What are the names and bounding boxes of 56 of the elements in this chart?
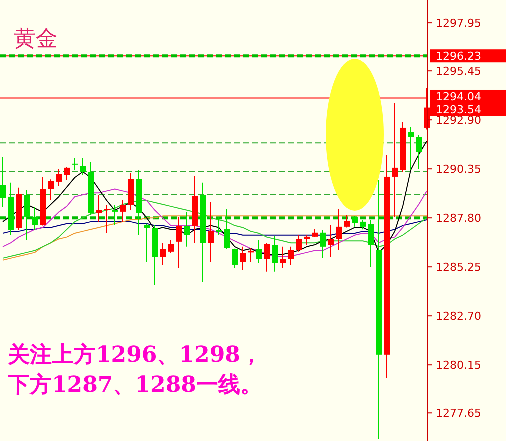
candlestick bbox=[272, 235, 278, 272]
candlestick bbox=[336, 208, 342, 250]
candlestick bbox=[184, 211, 190, 248]
y-tick-label: 1287.80 bbox=[436, 212, 482, 225]
candlestick bbox=[32, 206, 38, 231]
candlestick bbox=[168, 240, 174, 254]
candlestick bbox=[56, 168, 62, 187]
candlestick bbox=[320, 230, 326, 259]
annotation: 下方1287、1288一线。 bbox=[7, 372, 262, 398]
candlestick bbox=[328, 224, 334, 258]
y-tick-label: 1280.15 bbox=[436, 358, 482, 372]
candlestick bbox=[120, 200, 126, 222]
candlestick bbox=[352, 216, 358, 228]
candlestick bbox=[224, 208, 230, 250]
candlestick bbox=[208, 201, 214, 263]
candlestick bbox=[104, 204, 110, 234]
candlestick bbox=[176, 216, 182, 269]
candlestick bbox=[240, 246, 246, 270]
candlestick bbox=[256, 240, 262, 264]
text: 1293.54 bbox=[436, 103, 482, 116]
candlestick bbox=[112, 204, 118, 226]
text: 黄金 bbox=[14, 27, 58, 52]
y-tick-label: 1290.35 bbox=[436, 162, 482, 176]
ref-line-label: 1296.23 bbox=[436, 50, 482, 63]
candlestick bbox=[144, 223, 150, 263]
candlestick bbox=[216, 216, 222, 236]
candlestick bbox=[304, 234, 310, 246]
candlestick bbox=[72, 157, 78, 171]
y-tick-label: 1292.90 bbox=[436, 114, 482, 127]
candlestick bbox=[416, 134, 422, 170]
y-tick-label: 1295.45 bbox=[436, 64, 482, 78]
candlestick bbox=[0, 156, 6, 208]
candlestick bbox=[232, 248, 238, 269]
candlestick bbox=[48, 179, 54, 201]
y-tick-label: 1277.65 bbox=[436, 406, 482, 420]
candlestick bbox=[24, 190, 30, 241]
candlestick bbox=[280, 246, 286, 269]
line-series bbox=[2, 216, 428, 261]
candlestick bbox=[344, 214, 350, 228]
y-tick-label: 1285.25 bbox=[436, 260, 482, 274]
y-tick-label: 1297.95 bbox=[436, 16, 482, 30]
candlestick bbox=[96, 194, 102, 222]
candlestick bbox=[80, 157, 86, 176]
candlestick bbox=[264, 242, 270, 272]
candlestick bbox=[360, 220, 366, 230]
candlestick bbox=[408, 126, 414, 171]
candlestick bbox=[64, 166, 70, 181]
annotation: 关注上方1296、1298， bbox=[7, 342, 262, 368]
line-series bbox=[2, 200, 428, 259]
candlestick bbox=[392, 102, 398, 218]
ref-line-label: 1294.04 bbox=[436, 90, 482, 104]
candlestick bbox=[296, 234, 302, 252]
y-tick-label: 1282.70 bbox=[436, 310, 482, 323]
candlestick bbox=[368, 220, 374, 268]
candlestick bbox=[288, 246, 294, 266]
candlestick bbox=[160, 242, 166, 266]
